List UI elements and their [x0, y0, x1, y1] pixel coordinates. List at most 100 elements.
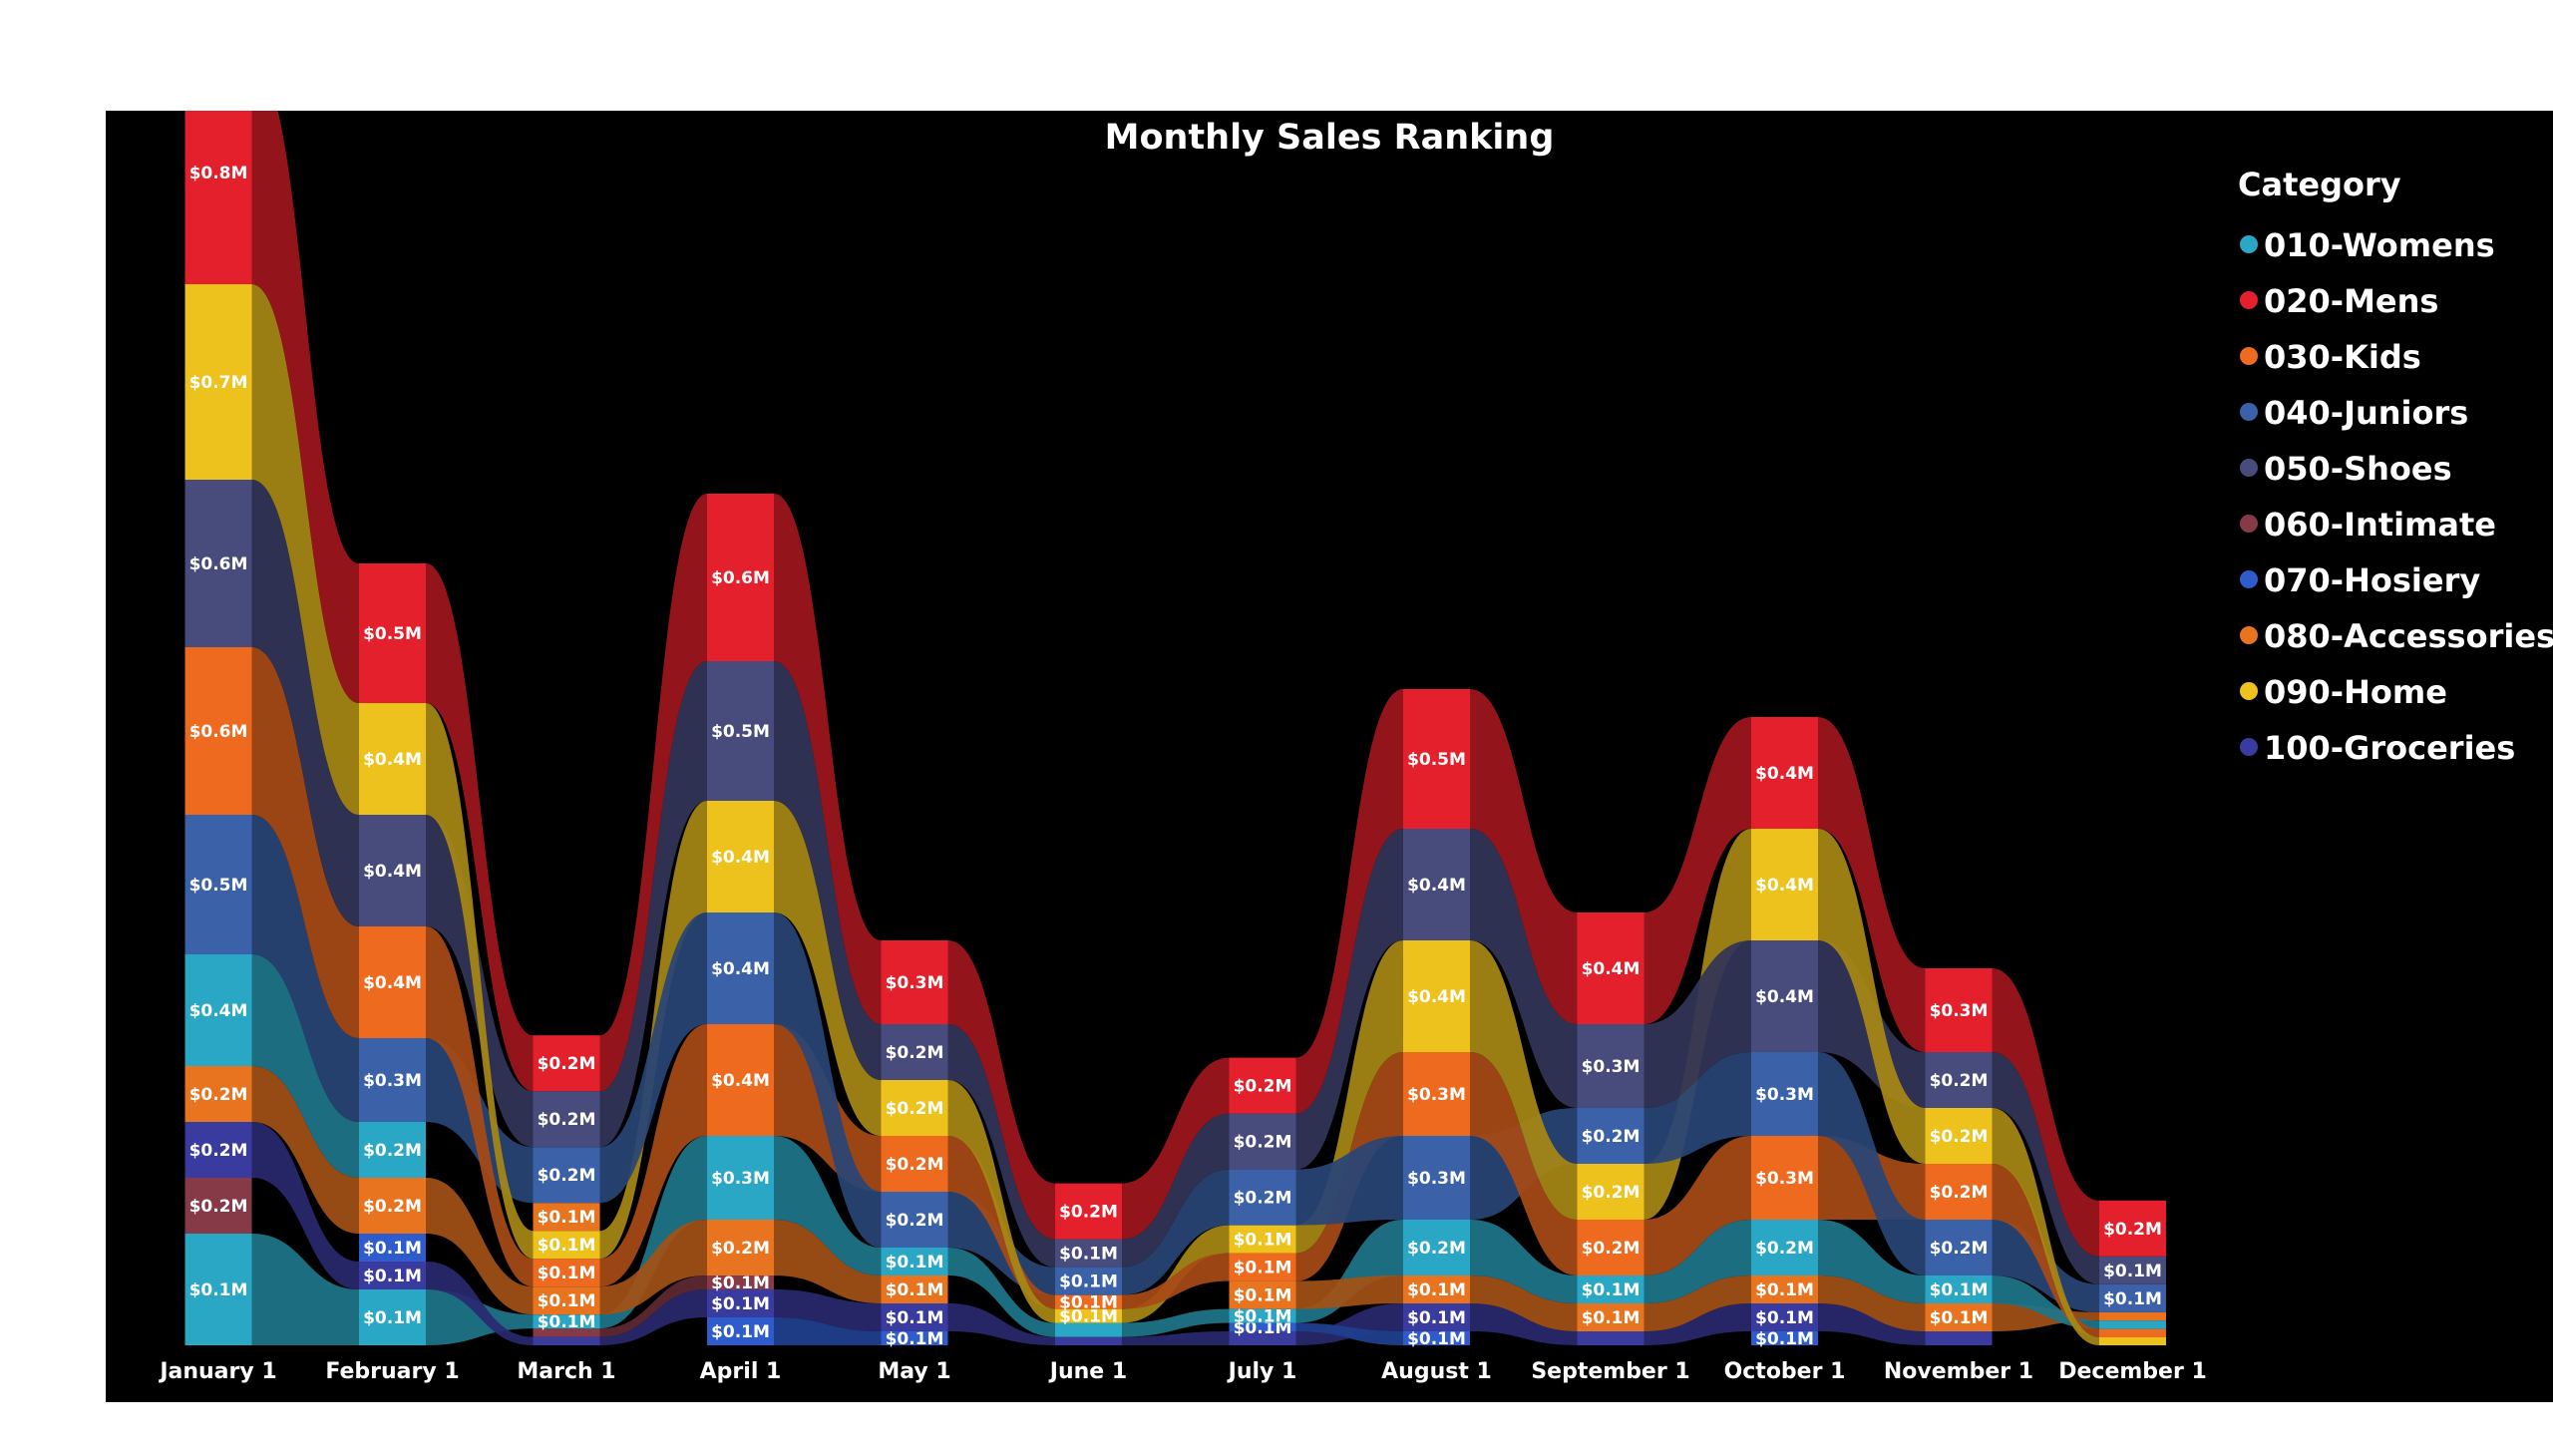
bar-segment[interactable]: [1577, 1220, 1644, 1275]
bar-segment[interactable]: [1403, 1220, 1470, 1275]
bar-segment[interactable]: [707, 1136, 774, 1220]
bar-segment[interactable]: [1577, 1331, 1644, 1345]
bar-segment[interactable]: [1577, 1024, 1644, 1108]
bar-segment[interactable]: [2099, 1200, 2166, 1257]
bar-segment[interactable]: [1925, 1108, 1993, 1164]
bar-segment[interactable]: [1055, 1267, 1122, 1295]
bar-segment[interactable]: [359, 926, 426, 1038]
bar-segment[interactable]: [1229, 1169, 1296, 1226]
bar-segment[interactable]: [533, 1091, 600, 1148]
bar-segment[interactable]: [2099, 1320, 2166, 1329]
bar-segment[interactable]: [533, 1328, 600, 1337]
bar-segment[interactable]: [2099, 1337, 2166, 1345]
legend-item[interactable]: 040-Juniors: [2240, 394, 2468, 432]
bar-segment[interactable]: [1751, 940, 1818, 1052]
bar-segment[interactable]: [1403, 829, 1470, 940]
bar-segment[interactable]: [1751, 1275, 1818, 1303]
bar-segment[interactable]: [1229, 1322, 1296, 1331]
bar-segment[interactable]: [1577, 1275, 1644, 1303]
bar-segment[interactable]: [1403, 1136, 1470, 1220]
bar-segment[interactable]: [1751, 1052, 1818, 1136]
bar-segment[interactable]: [533, 1286, 600, 1315]
legend-item[interactable]: 090-Home: [2240, 673, 2447, 711]
bar-segment[interactable]: [881, 1331, 948, 1345]
bar-segment[interactable]: [533, 1336, 600, 1345]
bar-segment[interactable]: [359, 815, 426, 926]
bar-segment[interactable]: [1577, 1303, 1644, 1331]
bar-segment[interactable]: [1403, 689, 1470, 829]
bar-segment[interactable]: [359, 1038, 426, 1122]
bar-segment[interactable]: [184, 111, 252, 284]
bar-segment[interactable]: [1751, 717, 1818, 829]
bar-segment[interactable]: [184, 1234, 252, 1345]
bar-segment[interactable]: [1055, 1308, 1122, 1323]
bar-segment[interactable]: [881, 1275, 948, 1303]
legend-item[interactable]: 080-Accessories: [2240, 617, 2553, 655]
bar-segment[interactable]: [881, 940, 948, 1024]
bar-segment[interactable]: [184, 1178, 252, 1234]
bar-segment[interactable]: [533, 1231, 600, 1260]
bar-segment[interactable]: [1055, 1294, 1122, 1309]
bar-segment[interactable]: [1229, 1308, 1296, 1323]
bar-segment[interactable]: [533, 1259, 600, 1287]
bar-segment[interactable]: [2099, 1311, 2166, 1321]
bar-segment[interactable]: [1403, 1275, 1470, 1303]
bar-segment[interactable]: [707, 661, 774, 801]
bar-segment[interactable]: [1925, 1303, 1993, 1331]
bar-segment[interactable]: [1925, 1275, 1993, 1303]
bar-segment[interactable]: [1403, 1303, 1470, 1331]
bar-segment[interactable]: [184, 1066, 252, 1122]
bar-segment[interactable]: [359, 1234, 426, 1262]
bar-segment[interactable]: [881, 1136, 948, 1192]
bar-segment[interactable]: [2099, 1328, 2166, 1337]
bar-segment[interactable]: [184, 647, 252, 815]
bar-segment[interactable]: [2099, 1256, 2166, 1284]
bar-segment[interactable]: [533, 1147, 600, 1204]
bar-segment[interactable]: [184, 480, 252, 647]
legend-item[interactable]: 010-Womens: [2240, 226, 2495, 264]
legend-item[interactable]: 020-Mens: [2240, 282, 2438, 320]
bar-segment[interactable]: [184, 954, 252, 1066]
bar-segment[interactable]: [1403, 1331, 1470, 1345]
bar-segment[interactable]: [707, 912, 774, 1024]
bar-segment[interactable]: [2099, 1283, 2166, 1312]
bar-segment[interactable]: [1751, 829, 1818, 940]
bar-segment[interactable]: [1055, 1183, 1122, 1240]
bar-segment[interactable]: [184, 284, 252, 480]
bar-segment[interactable]: [184, 815, 252, 954]
bar-segment[interactable]: [881, 1248, 948, 1275]
bar-segment[interactable]: [1577, 912, 1644, 1024]
bar-segment[interactable]: [1403, 940, 1470, 1052]
bar-segment[interactable]: [1577, 1108, 1644, 1164]
bar-segment[interactable]: [707, 1024, 774, 1136]
bar-segment[interactable]: [359, 563, 426, 703]
legend-item[interactable]: 060-Intimate: [2240, 506, 2496, 544]
bar-segment[interactable]: [1925, 1164, 1993, 1220]
bar-segment[interactable]: [359, 1178, 426, 1234]
bar-segment[interactable]: [359, 703, 426, 815]
bar-segment[interactable]: [359, 1289, 426, 1345]
bar-segment[interactable]: [707, 494, 774, 661]
legend-item[interactable]: 070-Hosiery: [2240, 561, 2480, 599]
bar-segment[interactable]: [359, 1262, 426, 1289]
bar-segment[interactable]: [1925, 1220, 1993, 1275]
bar-segment[interactable]: [1055, 1336, 1122, 1345]
legend-item[interactable]: 100-Groceries: [2240, 729, 2515, 767]
bar-segment[interactable]: [1751, 1303, 1818, 1331]
bar-segment[interactable]: [1229, 1280, 1296, 1309]
legend-item[interactable]: 050-Shoes: [2240, 450, 2452, 488]
bar-segment[interactable]: [359, 1122, 426, 1178]
bar-segment[interactable]: [1925, 1331, 1993, 1345]
bar-segment[interactable]: [1229, 1225, 1296, 1254]
bar-segment[interactable]: [707, 1220, 774, 1275]
bar-segment[interactable]: [707, 801, 774, 912]
bar-segment[interactable]: [1229, 1113, 1296, 1170]
bar-segment[interactable]: [881, 1024, 948, 1080]
bar-segment[interactable]: [533, 1203, 600, 1232]
bar-segment[interactable]: [1925, 1052, 1993, 1108]
bar-segment[interactable]: [1925, 968, 1993, 1052]
bar-segment[interactable]: [881, 1080, 948, 1136]
bar-segment[interactable]: [533, 1035, 600, 1092]
bar-segment[interactable]: [1055, 1322, 1122, 1337]
bar-segment[interactable]: [707, 1317, 774, 1345]
